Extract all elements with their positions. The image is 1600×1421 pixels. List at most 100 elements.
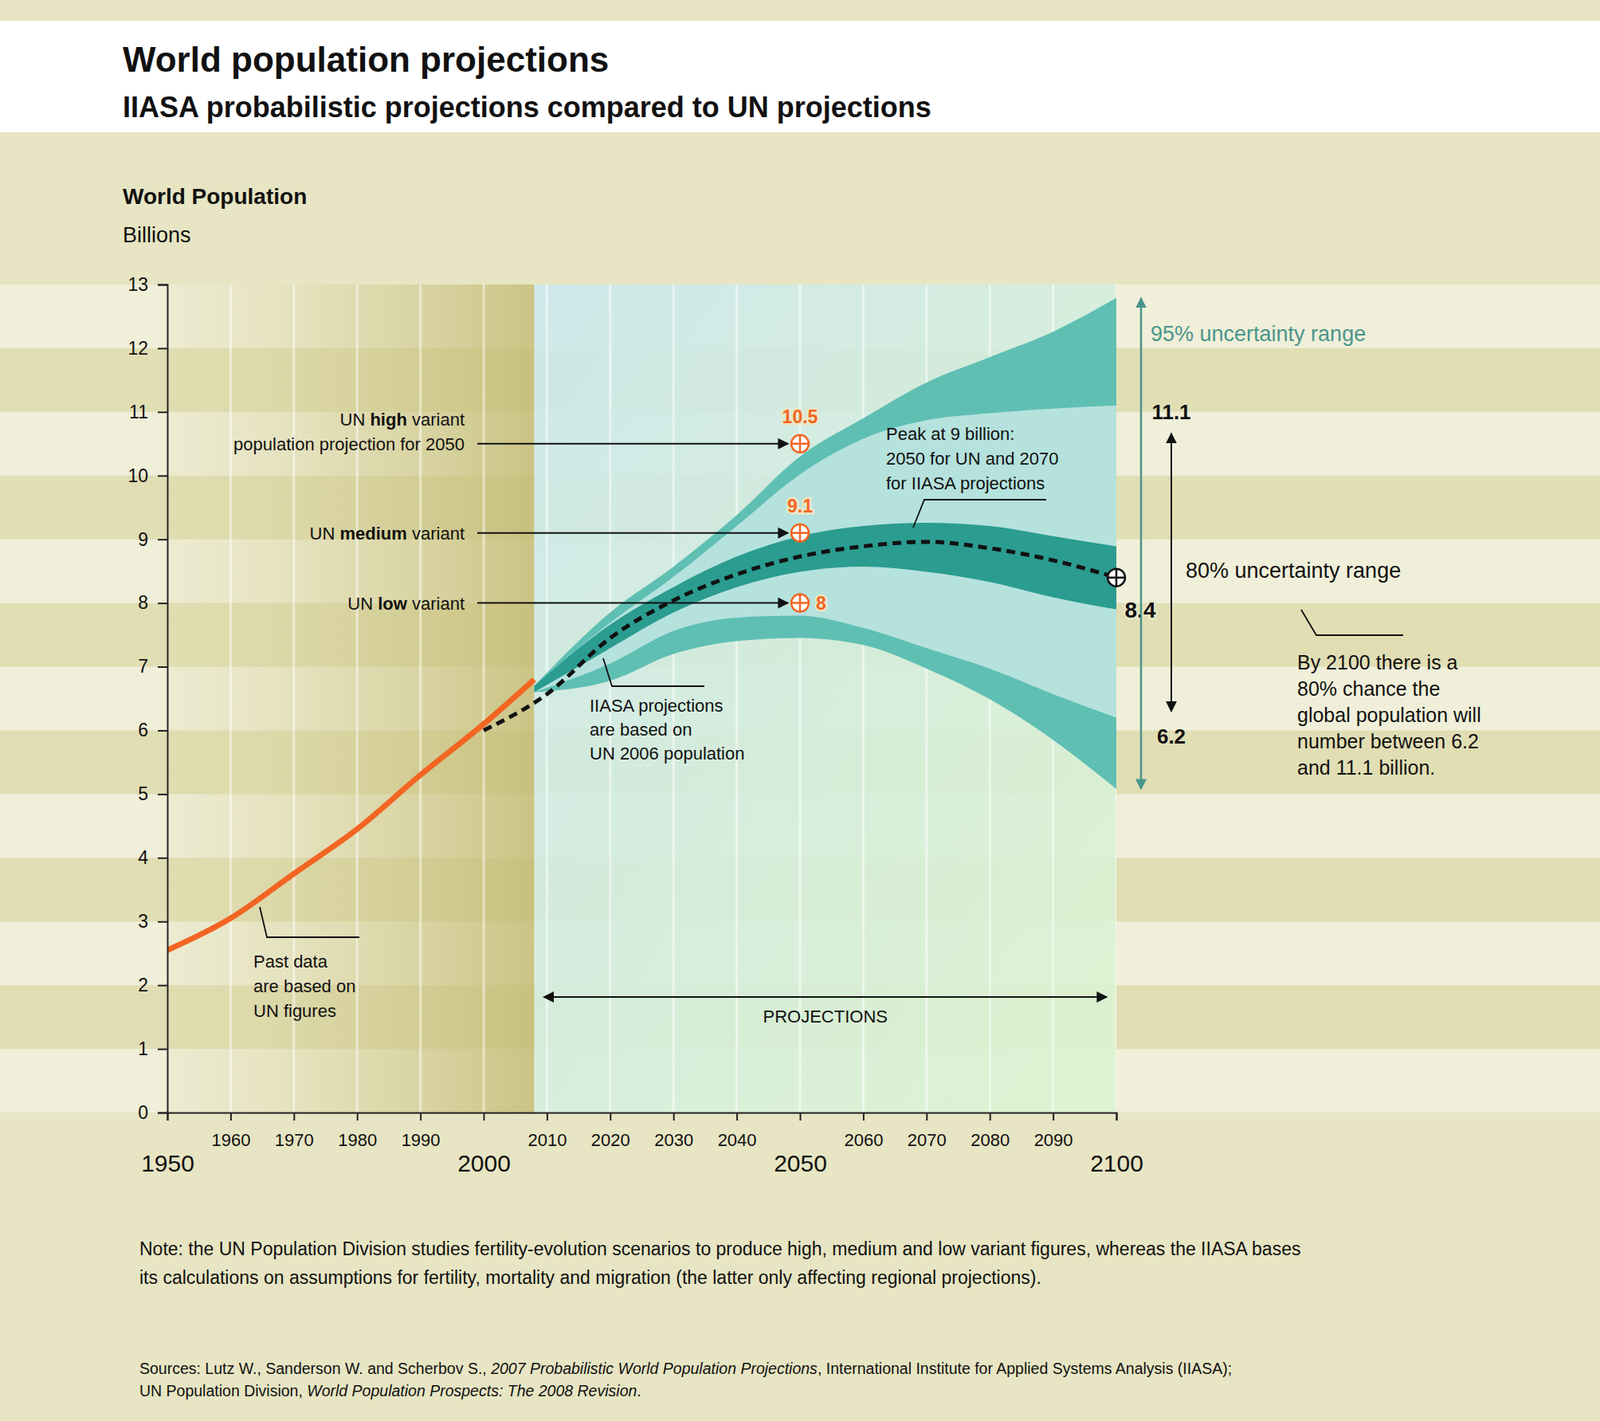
x-tick-label: 2040 <box>717 1129 757 1150</box>
text-segment: variant <box>407 409 465 430</box>
text-segment: UN 2006 population <box>589 743 745 764</box>
annotation: global population will <box>1297 703 1482 726</box>
x-tick: 2100 <box>1090 1112 1144 1177</box>
text-segment: high <box>369 409 407 430</box>
text-segment: are based on <box>253 976 356 997</box>
y-tick-label: 5 <box>137 783 149 804</box>
x-grid-line <box>545 284 549 1113</box>
text-segment: number between 6.2 <box>1297 729 1479 753</box>
annotation: population projection for 2050 <box>233 434 465 455</box>
text-segment: World Population Prospects: The 2008 Rev… <box>306 1381 637 1400</box>
x-tick: 1950 <box>141 1112 195 1177</box>
text-segment: and 11.1 billion. <box>1297 756 1436 779</box>
x-tick-label: 2100 <box>1090 1149 1144 1177</box>
x-tick-label: 2000 <box>457 1149 511 1177</box>
uncertainty-band <box>534 298 1117 789</box>
x-tick-mark <box>483 1112 486 1121</box>
y-tick-mark <box>157 793 168 796</box>
point-cross <box>791 524 809 542</box>
annotation: for IIASA projections <box>886 473 1045 494</box>
annotation: UN 2006 population <box>589 743 745 764</box>
projection-line <box>483 541 1117 731</box>
annotation-leader <box>1301 609 1404 636</box>
x-tick: 1980 <box>337 1112 377 1150</box>
data-label: 9.1 <box>787 495 813 517</box>
text-segment: Note: the UN Population Division studies… <box>139 1238 1301 1259</box>
x-tick-mark <box>1052 1112 1055 1121</box>
y-tick-mark <box>157 921 168 923</box>
range-label: 80% uncertainty range <box>1185 558 1401 583</box>
x-tick-label: 2090 <box>1034 1129 1074 1150</box>
text-segment: global population will <box>1297 703 1482 726</box>
x-tick-label: 2020 <box>591 1129 631 1150</box>
x-tick: 2060 <box>843 1112 883 1150</box>
text-segment: UN <box>340 409 371 430</box>
note: Note: the UN Population Division studies… <box>139 1238 1301 1259</box>
annotation: UN medium variant <box>309 523 465 544</box>
annotation: Past data <box>253 951 329 972</box>
y-tick-label: 6 <box>137 719 149 741</box>
x-tick-mark <box>230 1112 232 1121</box>
text-segment: low <box>377 593 408 614</box>
y-tick: 2 <box>137 974 168 996</box>
y-tick-label: 13 <box>127 274 149 295</box>
annotation: By 2100 there is a <box>1297 650 1459 674</box>
history-line <box>167 679 535 951</box>
text-segment: By 2100 there is a <box>1297 650 1459 674</box>
source: UN Population Division, World Population… <box>139 1381 642 1400</box>
x-tick-label: 1980 <box>337 1129 377 1150</box>
y-tick-mark <box>157 857 168 859</box>
y-axis-units: Billions <box>122 223 192 248</box>
annotation: 2050 for UN and 2070 <box>886 448 1059 469</box>
text-segment: variant <box>407 523 465 544</box>
range-value-label: 11.1 <box>1151 400 1191 424</box>
x-tick-mark <box>925 1112 928 1121</box>
annotation-arrow <box>477 532 789 534</box>
text-segment: for IIASA projections <box>886 473 1045 494</box>
x-tick-label: 2010 <box>527 1129 567 1150</box>
y-axis-title: World Population <box>122 184 307 209</box>
annotation-leader <box>913 499 1047 528</box>
annotation: and 11.1 billion. <box>1297 756 1436 779</box>
data-point <box>791 435 809 453</box>
y-tick-mark <box>157 284 168 287</box>
y-tick: 13 <box>127 274 168 295</box>
range-arrow <box>1170 433 1173 712</box>
x-tick-mark <box>862 1112 865 1121</box>
x-tick-label: 1960 <box>211 1129 251 1150</box>
region <box>167 284 535 1113</box>
text-segment: Past data <box>253 951 329 972</box>
y-tick-mark <box>157 602 168 604</box>
x-tick-mark <box>356 1112 359 1121</box>
x-tick: 1970 <box>274 1112 314 1150</box>
source: Sources: Lutz W., Sanderson W. and Scher… <box>139 1359 1232 1377</box>
y-tick-mark <box>157 347 168 350</box>
header-background <box>0 20 1600 133</box>
point-cross <box>1107 568 1126 587</box>
y-tick-mark <box>157 538 168 541</box>
range-label: 95% uncertainty range <box>1150 321 1366 346</box>
points-layer <box>791 435 1126 612</box>
x-tick-label: 2050 <box>773 1149 828 1177</box>
x-tick: 2040 <box>717 1112 757 1150</box>
y-tick: 5 <box>137 783 168 804</box>
x-tick-mark <box>609 1112 612 1121</box>
region-label: PROJECTIONS <box>763 1006 888 1027</box>
y-tick-mark <box>157 984 168 987</box>
y-tick-label: 8 <box>137 592 149 613</box>
x-tick-mark <box>800 1112 802 1121</box>
point-marker <box>791 594 809 612</box>
annotation: UN high variant <box>340 409 465 430</box>
annotation-arrow <box>477 602 789 604</box>
x-tick: 1960 <box>211 1112 251 1150</box>
annotation: 80% chance the <box>1297 677 1440 700</box>
y-tick: 8 <box>137 592 168 613</box>
y-tick-mark <box>157 666 168 668</box>
y-tick-mark <box>157 1112 168 1114</box>
text-segment: population projection for 2050 <box>233 434 465 455</box>
y-tick: 3 <box>137 910 168 932</box>
background <box>0 0 1600 1421</box>
y-tick-label: 4 <box>137 847 149 868</box>
x-tick: 2050 <box>773 1112 828 1177</box>
region-arrow <box>544 996 1107 998</box>
